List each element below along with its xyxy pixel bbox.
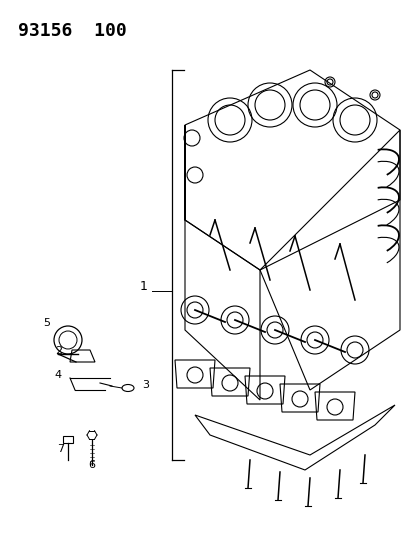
Text: 7: 7 xyxy=(57,444,64,454)
Text: 5: 5 xyxy=(43,318,50,328)
Text: 93156  100: 93156 100 xyxy=(18,22,126,40)
Text: 6: 6 xyxy=(88,460,95,470)
Text: 1: 1 xyxy=(140,280,147,293)
Text: 3: 3 xyxy=(142,380,149,390)
Text: 4: 4 xyxy=(55,370,62,380)
Text: 2: 2 xyxy=(55,346,62,356)
